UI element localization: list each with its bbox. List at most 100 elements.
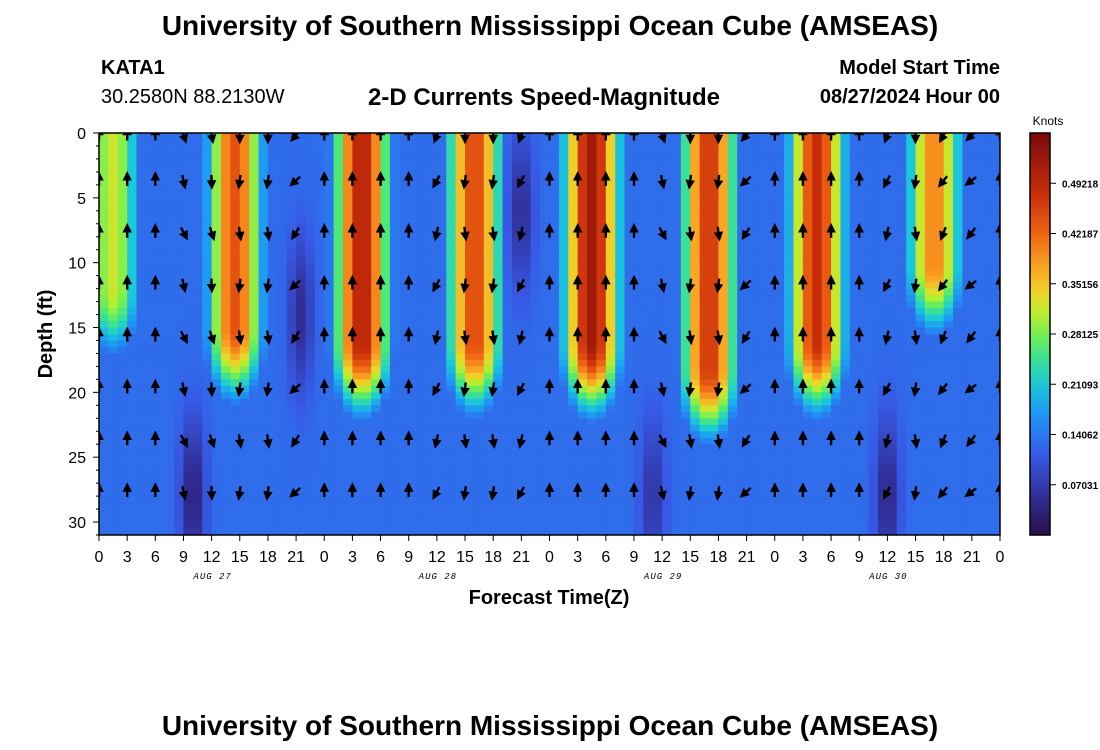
heatmap-cell (652, 366, 663, 374)
heatmap-cell (389, 405, 400, 413)
heatmap-cell (699, 139, 710, 147)
heatmap-cell (643, 483, 654, 491)
heatmap-cell (230, 171, 241, 179)
heatmap-cell (324, 152, 335, 160)
heatmap-cell (699, 522, 710, 530)
heatmap-cell (680, 470, 691, 478)
heatmap-cell (258, 359, 269, 368)
heatmap-cell (380, 184, 391, 192)
heatmap-cell (117, 256, 128, 264)
heatmap-cell (483, 483, 494, 491)
heatmap-cell (840, 379, 851, 387)
heatmap-cell (239, 262, 250, 270)
heatmap-cell (615, 171, 626, 179)
heatmap-cell (624, 295, 635, 303)
heatmap-cell (314, 314, 325, 322)
heatmap-cell (230, 340, 241, 348)
heatmap-cell (821, 398, 832, 406)
heatmap-cell (831, 158, 842, 167)
heatmap-cell (164, 308, 175, 316)
heatmap-cell (840, 184, 851, 192)
heatmap-cell (680, 288, 691, 296)
heatmap-cell (737, 321, 748, 329)
heatmap-cell (145, 217, 156, 225)
heatmap-cell (755, 301, 766, 309)
heatmap-cell (314, 178, 325, 186)
heatmap-cell (605, 431, 616, 439)
heatmap-cell (793, 301, 804, 309)
heatmap-cell (239, 346, 250, 355)
heatmap-cell (324, 379, 335, 387)
heatmap-cell (305, 340, 316, 348)
heatmap-cell (718, 476, 729, 484)
heatmap-cell (831, 476, 842, 484)
heatmap-cell (493, 184, 504, 192)
heatmap-cell (183, 515, 194, 523)
heatmap-cell (577, 515, 588, 523)
heatmap-cell (511, 470, 522, 478)
heatmap-cell (802, 489, 813, 497)
heatmap-cell (577, 372, 588, 380)
heatmap-cell (718, 418, 729, 426)
heatmap-cell (314, 249, 325, 257)
heatmap-cell (465, 139, 476, 147)
heatmap-cell (774, 139, 785, 147)
heatmap-cell (493, 223, 504, 231)
heatmap-cell (145, 457, 156, 465)
heatmap-cell (549, 489, 560, 497)
heatmap-cell (605, 450, 616, 458)
heatmap-cell (577, 463, 588, 471)
heatmap-cell (474, 184, 485, 192)
heatmap-cell (718, 334, 729, 342)
heatmap-cell (380, 366, 391, 374)
heatmap-cell (230, 476, 241, 484)
heatmap-cell (840, 418, 851, 426)
heatmap-cell (277, 256, 288, 264)
heatmap-cell (436, 301, 447, 309)
heatmap-cell (849, 321, 860, 329)
heatmap-cell (202, 398, 213, 406)
heatmap-cell (314, 437, 325, 445)
heatmap-cell (558, 236, 569, 244)
heatmap-cell (521, 444, 532, 452)
heatmap-cell (108, 217, 119, 225)
heatmap-cell (465, 528, 476, 535)
heatmap-cell (286, 444, 297, 452)
heatmap-cell (221, 502, 231, 510)
heatmap-cell (615, 483, 626, 491)
heatmap-cell (831, 133, 842, 141)
heatmap-cell (465, 308, 476, 316)
heatmap-cell (493, 301, 504, 309)
heatmap-cell (530, 308, 541, 316)
heatmap-cell (793, 236, 804, 244)
heatmap-cell (812, 191, 823, 199)
heatmap-cell (474, 256, 485, 264)
heatmap-cell (643, 236, 654, 244)
heatmap-cell (568, 340, 579, 348)
heatmap-cell (117, 522, 128, 530)
heatmap-cell (192, 191, 203, 199)
heatmap-cell (343, 308, 354, 316)
heatmap-cell (812, 411, 823, 419)
heatmap-cell (802, 457, 813, 465)
heatmap-cell (662, 359, 673, 368)
heatmap-cell (164, 379, 175, 387)
heatmap-cell (690, 165, 701, 173)
heatmap-cell (155, 191, 166, 199)
heatmap-cell (755, 145, 766, 154)
heatmap-cell (427, 385, 438, 393)
heatmap-cell (145, 424, 156, 432)
heatmap-cell (821, 522, 832, 530)
heatmap-cell (774, 152, 785, 160)
heatmap-cell (230, 249, 241, 257)
heatmap-cell (690, 496, 701, 504)
heatmap-cell (333, 346, 344, 355)
heatmap-cell (155, 353, 166, 361)
heatmap-cell (446, 418, 457, 426)
heatmap-cell (127, 133, 138, 141)
heatmap-cell (127, 522, 138, 530)
heatmap-cell (549, 249, 560, 257)
heatmap-cell (699, 450, 710, 458)
heatmap-cell (774, 178, 785, 186)
heatmap-cell (802, 314, 813, 322)
